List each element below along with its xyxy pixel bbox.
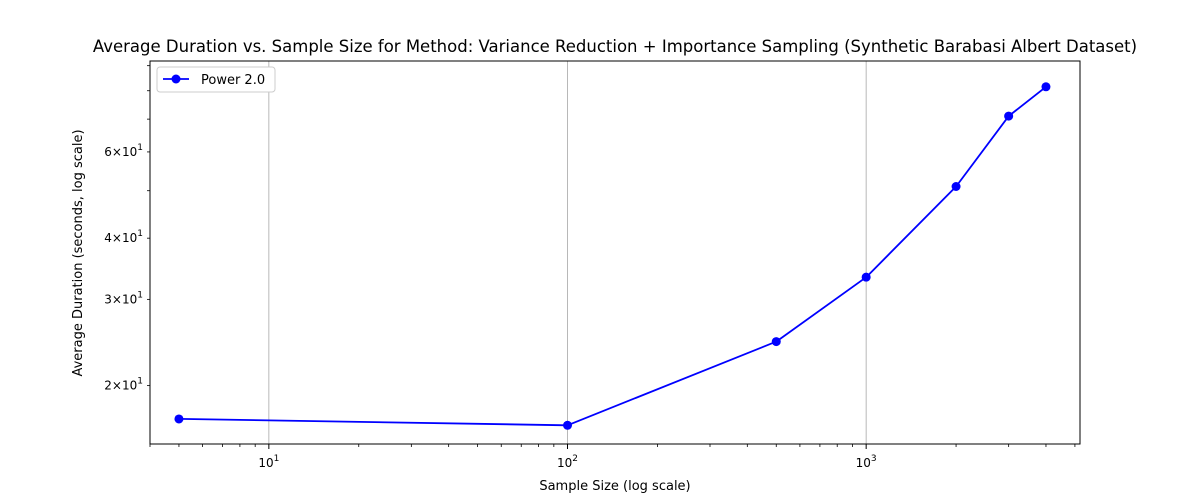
data-point bbox=[951, 181, 961, 191]
data-point bbox=[771, 337, 781, 347]
legend-box bbox=[156, 66, 276, 93]
legend: Power 2.0 bbox=[156, 66, 276, 93]
y-tick-label: 2×101 bbox=[104, 377, 143, 393]
x-tick-label: 101 bbox=[258, 454, 279, 470]
grid-lines bbox=[268, 61, 867, 444]
y-tick-label: 4×101 bbox=[104, 229, 143, 245]
y-tick-label: 6×101 bbox=[104, 143, 143, 159]
data-point bbox=[174, 414, 184, 424]
data-point bbox=[861, 272, 871, 282]
x-axis-label: Sample Size (log scale) bbox=[539, 479, 690, 494]
series-lines bbox=[178, 86, 1047, 427]
data-point bbox=[563, 420, 573, 430]
legend-marker-swatch bbox=[171, 74, 181, 84]
y-tick-label: 3×101 bbox=[104, 290, 143, 306]
chart-title: Average Duration vs. Sample Size for Met… bbox=[93, 37, 1137, 56]
x-tick-label: 103 bbox=[856, 454, 877, 470]
axis-ticks: 101 102 103 2×101 3×101 4×101 6×101 bbox=[104, 65, 1076, 470]
x-tick-label: 102 bbox=[557, 454, 578, 470]
y-axis-label: Average Duration (seconds, log scale) bbox=[71, 129, 86, 376]
series-line bbox=[178, 86, 1047, 427]
plot-frame bbox=[149, 60, 1081, 445]
legend-entry-label: Power 2.0 bbox=[201, 73, 265, 88]
series-markers bbox=[174, 82, 1051, 430]
data-point bbox=[1041, 82, 1051, 92]
data-point bbox=[1004, 111, 1014, 121]
